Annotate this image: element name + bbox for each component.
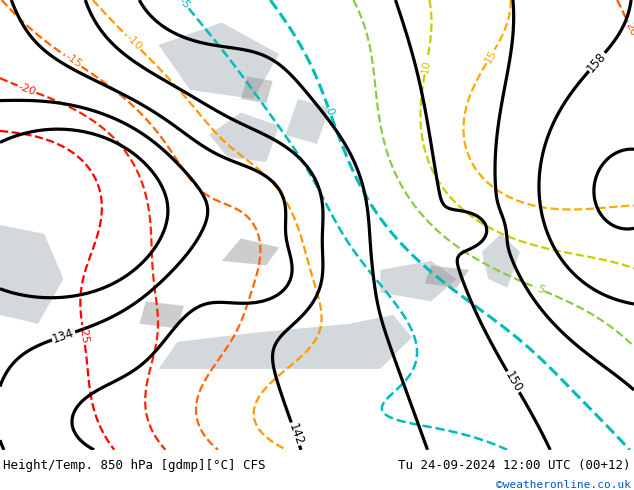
Text: 0: 0 [324, 107, 335, 117]
Text: 20: 20 [623, 21, 634, 38]
Text: 5: 5 [535, 283, 545, 295]
Text: -25: -25 [77, 325, 90, 344]
Polygon shape [482, 234, 520, 288]
Text: 134: 134 [51, 326, 76, 345]
Polygon shape [158, 315, 412, 369]
Polygon shape [222, 239, 279, 266]
Polygon shape [209, 113, 279, 162]
Text: 150: 150 [502, 369, 524, 394]
Text: Tu 24-09-2024 12:00 UTC (00+12): Tu 24-09-2024 12:00 UTC (00+12) [398, 459, 631, 471]
Text: Height/Temp. 850 hPa [gdmp][°C] CFS: Height/Temp. 850 hPa [gdmp][°C] CFS [3, 459, 266, 471]
Text: 142: 142 [285, 421, 305, 447]
Text: ©weatheronline.co.uk: ©weatheronline.co.uk [496, 480, 631, 490]
Polygon shape [241, 76, 273, 103]
Polygon shape [0, 225, 63, 324]
Text: -15: -15 [63, 51, 83, 70]
Text: -10: -10 [124, 32, 143, 52]
Polygon shape [139, 301, 184, 328]
Text: -5: -5 [177, 0, 192, 11]
Text: 15: 15 [482, 48, 498, 65]
Polygon shape [158, 23, 279, 99]
Text: 158: 158 [585, 49, 609, 74]
Polygon shape [380, 261, 456, 301]
Text: 10: 10 [420, 59, 432, 74]
Text: -20: -20 [16, 81, 37, 97]
Polygon shape [425, 266, 469, 288]
Polygon shape [285, 99, 330, 144]
